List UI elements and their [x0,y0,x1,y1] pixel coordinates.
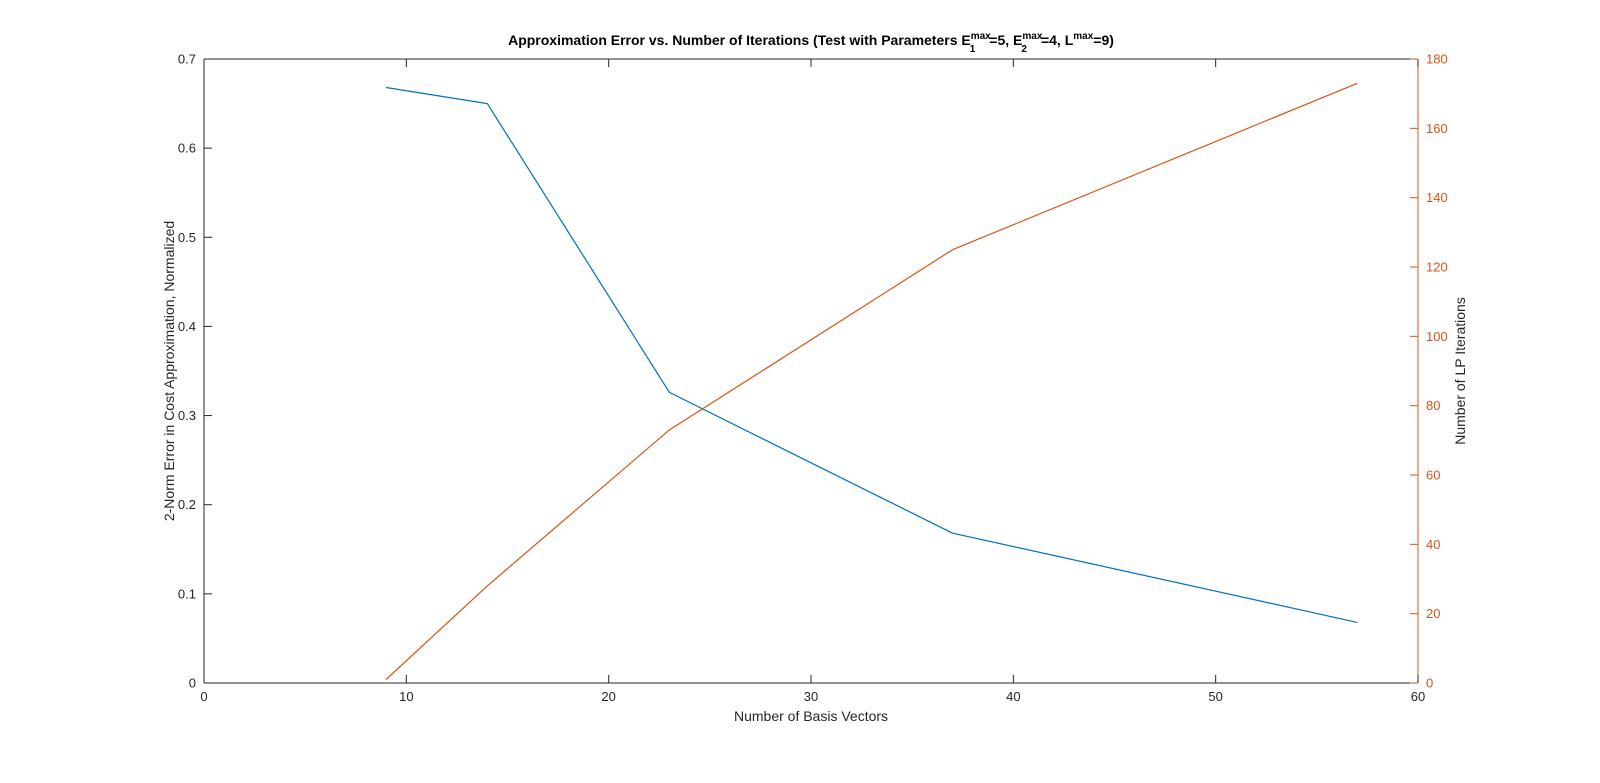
y-right-tick-label: 180 [1426,52,1448,67]
x-tick-label: 40 [1006,689,1020,704]
y-right-tick-label: 0 [1426,676,1433,691]
x-tick-label: 50 [1208,689,1222,704]
y-left-tick-label: 0.6 [178,141,196,156]
y-right-tick-label: 60 [1426,468,1440,483]
series-layer [385,82,1358,680]
title-e1-sup: max [971,31,991,42]
x-tick-label: 10 [399,689,413,704]
y-left-tick-label: 0.1 [178,586,196,601]
title-e2-sup: max [1022,31,1042,42]
title-e2-sub: 2 [1021,44,1027,55]
y-left-tick-label: 0.5 [178,230,196,245]
y-right-tick-label: 120 [1426,260,1448,275]
title-e1-sub: 1 [970,44,976,55]
y-left-tick-label: 0.3 [178,408,196,423]
x-tick-label: 20 [601,689,615,704]
y-right-tick-label: 20 [1426,606,1440,621]
y-right-tick-label: 40 [1426,537,1440,552]
title-l-sup: max [1073,31,1093,42]
y-axis-right-label: Number of LP Iterations [1452,297,1468,445]
y-left-tick-label: 0 [189,676,196,691]
y-axis-left-label: 2-Norm Error in Cost Approximation, Norm… [161,221,177,521]
y-right-tick-label: 160 [1426,121,1448,136]
series-error-line [386,86,1358,623]
x-axis-label: Number of Basis Vectors [734,708,888,724]
x-tick-label: 60 [1411,689,1425,704]
x-tick-label: 0 [200,689,207,704]
y-left-tick-label: 0.2 [178,497,196,512]
y-right-tick-label: 80 [1426,398,1440,413]
y-right-tick-label: 100 [1426,329,1448,344]
y-right-tick-label: 140 [1426,190,1448,205]
y-left-tick-label: 0.4 [178,319,196,334]
y-left-tick-label: 0.7 [178,52,196,67]
axes: 0 10 20 30 40 50 6000.10.20.30.40.50.60.702040… [178,52,1448,705]
series-lp-iterations-line [385,82,1358,680]
x-tick-label: 30 [804,689,818,704]
chart-title: Approximation Error vs. Number of Iterat… [508,31,1114,55]
